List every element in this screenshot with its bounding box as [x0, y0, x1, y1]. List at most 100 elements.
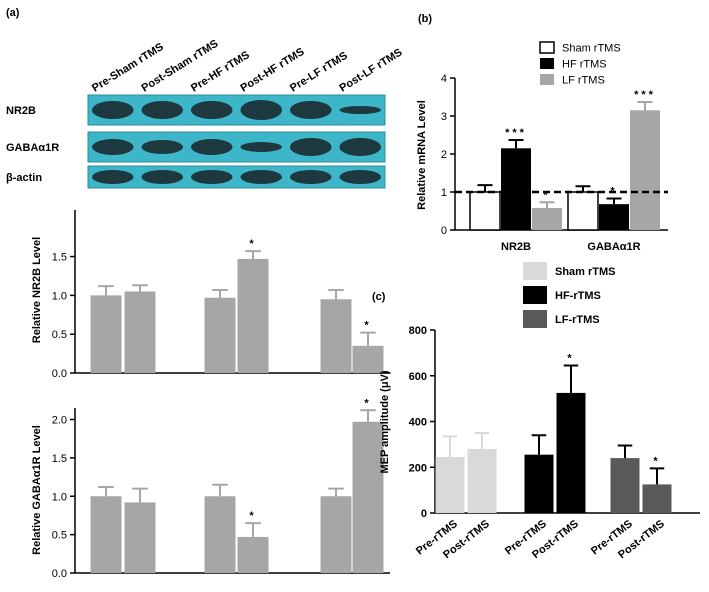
band	[289, 170, 332, 184]
bar	[204, 496, 236, 573]
y-tick-label: 4	[441, 73, 447, 85]
y-tick-label: 1	[441, 187, 447, 199]
band	[289, 101, 332, 119]
band	[240, 142, 283, 152]
error-bar	[360, 409, 376, 422]
row-label: GABAα1R	[6, 142, 59, 154]
y-tick-label: 0	[441, 225, 447, 237]
y-tick-label: 1.5	[52, 453, 67, 465]
band	[141, 101, 184, 119]
bar	[599, 204, 629, 230]
bar	[567, 191, 599, 231]
band	[339, 106, 382, 114]
legend-label: LF-rTMS	[555, 314, 600, 326]
y-axis-label: MEP amplitude (μV)	[379, 370, 391, 473]
x-tick-label: GABAα1R	[587, 241, 640, 253]
y-tick-label: 0.0	[52, 568, 67, 580]
panel-label: (a)	[6, 7, 20, 19]
lane-label: Post-LF rTMS	[337, 46, 404, 94]
error-bar	[98, 486, 114, 497]
blot-strip	[87, 131, 386, 163]
band	[190, 139, 233, 155]
y-tick-label: 1.0	[52, 491, 67, 503]
legend-swatch	[540, 58, 554, 69]
y-tick-label: 1.5	[52, 252, 67, 264]
legend-swatch	[540, 74, 554, 85]
error-bar	[360, 331, 376, 346]
bar	[90, 496, 122, 573]
y-tick-label: 600	[409, 371, 427, 383]
error-bar	[328, 487, 344, 497]
significance: *	[567, 352, 574, 364]
error-bar	[132, 487, 148, 503]
error-bar	[98, 285, 114, 296]
significance: *	[364, 320, 371, 332]
y-tick-label: 2	[441, 149, 447, 161]
error-bar	[245, 250, 261, 259]
x-tick-label: NR2B	[501, 241, 531, 253]
bar	[124, 502, 156, 573]
error-bar	[328, 288, 344, 300]
error-bar	[606, 197, 622, 205]
error-bar	[442, 435, 458, 457]
band	[190, 101, 233, 119]
error-bar	[132, 284, 148, 292]
significance: ***	[505, 127, 527, 139]
bar	[610, 458, 640, 513]
band	[91, 139, 134, 155]
error-bar	[212, 288, 228, 298]
legend-label: Sham rTMS	[562, 43, 621, 55]
error-bar	[531, 434, 547, 455]
error-bar	[539, 201, 555, 208]
band	[289, 138, 332, 156]
bar	[501, 148, 531, 230]
error-bar	[617, 444, 633, 459]
error-bar	[508, 138, 524, 149]
error-bar	[477, 184, 493, 192]
band	[339, 170, 382, 184]
bar	[352, 345, 384, 373]
bar	[320, 496, 352, 573]
error-bar	[649, 467, 665, 485]
bar	[124, 291, 156, 373]
bar	[642, 484, 672, 513]
y-axis-label: Relative NR2B Level	[31, 237, 43, 343]
significance: *	[249, 510, 256, 522]
legend-label: HF-rTMS	[555, 290, 601, 302]
bar	[556, 392, 586, 513]
band	[91, 101, 134, 119]
y-tick-label: 2.0	[52, 415, 67, 427]
legend-swatch	[539, 41, 555, 54]
bar	[352, 421, 384, 573]
band	[141, 170, 184, 184]
y-tick-label: 200	[409, 462, 427, 474]
error-bar	[637, 100, 653, 111]
error-bar	[474, 431, 490, 449]
y-tick-label: 0.5	[52, 530, 67, 542]
significance: *	[653, 455, 660, 467]
y-tick-label: 1.0	[52, 290, 67, 302]
panel-label: (b)	[418, 13, 432, 25]
error-bar	[563, 364, 579, 393]
y-axis-label: Relative GABAα1R Level	[31, 425, 43, 555]
legend-swatch	[523, 262, 547, 280]
bar	[320, 299, 352, 373]
panel-label: (c)	[372, 291, 386, 303]
band	[91, 170, 134, 184]
bar	[532, 207, 562, 230]
y-tick-label: 400	[409, 417, 427, 429]
row-label: NR2B	[6, 105, 36, 117]
y-tick-label: 800	[409, 325, 427, 337]
bar	[467, 448, 497, 513]
bar	[204, 297, 236, 373]
legend-label: HF rTMS	[562, 59, 607, 71]
significance: *	[543, 189, 550, 201]
band	[141, 140, 184, 154]
significance: *	[364, 397, 371, 409]
bar	[90, 295, 122, 373]
bar	[469, 191, 501, 231]
row-label: β-actin	[6, 172, 42, 184]
bar	[524, 454, 554, 513]
band	[240, 170, 283, 184]
